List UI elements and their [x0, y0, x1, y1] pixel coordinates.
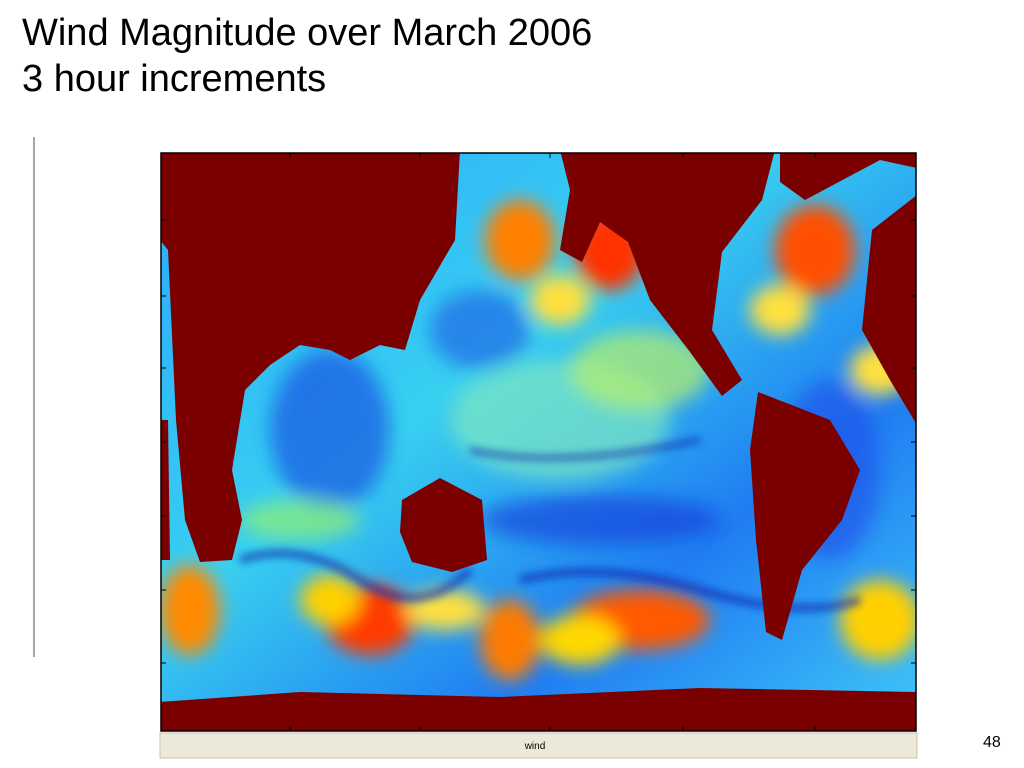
- page-number: 48: [983, 734, 1001, 751]
- wind-map: [161, 153, 916, 731]
- frame-ticks: [161, 153, 916, 731]
- slide-title: Wind Magnitude over March 2006 3 hour in…: [22, 10, 592, 102]
- caption: wind: [524, 741, 546, 752]
- title-line: 3 hour increments: [22, 58, 327, 100]
- title-line: Wind Magnitude over March 2006: [22, 12, 593, 54]
- caption-bar: [159, 732, 918, 759]
